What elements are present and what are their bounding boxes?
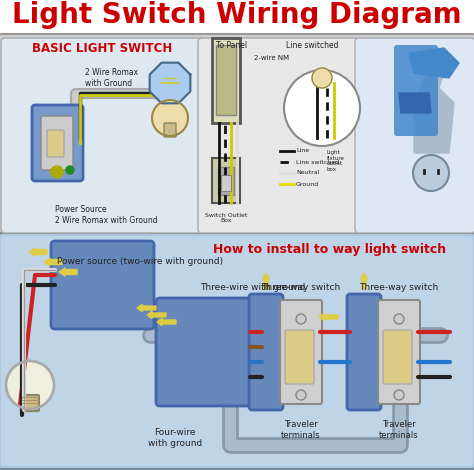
FancyArrow shape: [361, 273, 367, 289]
Text: Light
fixture
outlet
box: Light fixture outlet box: [327, 150, 345, 172]
Polygon shape: [150, 63, 191, 103]
FancyBboxPatch shape: [1, 38, 204, 233]
FancyBboxPatch shape: [164, 123, 176, 137]
Circle shape: [413, 155, 449, 191]
Circle shape: [394, 390, 404, 400]
Text: 2 Wire Romax
with Ground: 2 Wire Romax with Ground: [85, 68, 138, 88]
FancyBboxPatch shape: [285, 330, 314, 384]
Text: Light Switch Wiring Diagram: Light Switch Wiring Diagram: [12, 1, 462, 29]
FancyBboxPatch shape: [21, 395, 39, 411]
FancyBboxPatch shape: [280, 300, 322, 404]
Text: Three-way switch: Three-way switch: [359, 282, 438, 291]
FancyArrow shape: [263, 273, 270, 289]
Text: Switch Outlet
Box: Switch Outlet Box: [205, 212, 247, 223]
Bar: [221, 175, 231, 191]
FancyBboxPatch shape: [51, 241, 154, 329]
Text: To Panel: To Panel: [217, 41, 247, 50]
FancyBboxPatch shape: [41, 116, 73, 170]
Bar: [212, 158, 240, 203]
Bar: [216, 45, 236, 115]
Circle shape: [296, 390, 306, 400]
FancyArrow shape: [157, 319, 176, 326]
Circle shape: [6, 361, 54, 409]
Bar: [212, 38, 240, 123]
Text: BASIC LIGHT SWITCH: BASIC LIGHT SWITCH: [32, 41, 173, 55]
FancyArrow shape: [44, 258, 62, 266]
Circle shape: [312, 68, 332, 88]
FancyBboxPatch shape: [47, 130, 64, 157]
Text: Traveler
terminals: Traveler terminals: [281, 420, 321, 440]
Text: Neutral: Neutral: [296, 171, 319, 175]
FancyBboxPatch shape: [0, 34, 474, 237]
Text: Four-wire
with ground: Four-wire with ground: [148, 428, 202, 448]
Circle shape: [296, 314, 306, 324]
Circle shape: [152, 100, 188, 136]
FancyBboxPatch shape: [383, 330, 412, 384]
FancyBboxPatch shape: [355, 38, 474, 233]
Circle shape: [284, 70, 360, 146]
Text: Three-wire with ground: Three-wire with ground: [200, 282, 305, 291]
FancyBboxPatch shape: [198, 38, 361, 233]
Text: Line switched: Line switched: [286, 41, 338, 50]
Text: How to install to way light switch: How to install to way light switch: [213, 243, 447, 256]
Text: Ground: Ground: [296, 181, 319, 187]
FancyBboxPatch shape: [347, 294, 381, 410]
FancyBboxPatch shape: [32, 105, 83, 181]
Bar: [218, 167, 234, 195]
Text: 2-wire NM: 2-wire NM: [255, 55, 290, 61]
FancyBboxPatch shape: [249, 294, 283, 410]
FancyBboxPatch shape: [156, 298, 254, 406]
FancyArrow shape: [29, 248, 47, 256]
Text: Traveler
terminals: Traveler terminals: [379, 420, 419, 440]
Text: Power source (two-wire with ground): Power source (two-wire with ground): [57, 257, 223, 266]
Text: Line: Line: [296, 149, 309, 154]
Circle shape: [66, 166, 74, 174]
FancyBboxPatch shape: [0, 233, 474, 469]
FancyArrow shape: [147, 312, 166, 319]
FancyBboxPatch shape: [378, 300, 420, 404]
FancyArrow shape: [137, 305, 156, 312]
Polygon shape: [414, 68, 454, 153]
FancyBboxPatch shape: [1, 236, 473, 466]
FancyArrow shape: [59, 268, 77, 276]
Circle shape: [394, 314, 404, 324]
FancyBboxPatch shape: [394, 45, 438, 136]
Polygon shape: [409, 48, 459, 78]
Text: Power Source
2 Wire Romax with Ground: Power Source 2 Wire Romax with Ground: [55, 205, 158, 225]
Polygon shape: [399, 93, 431, 113]
FancyArrow shape: [319, 313, 338, 321]
Circle shape: [51, 166, 63, 178]
Text: Three-way switch: Three-way switch: [261, 282, 341, 291]
Text: Line switched: Line switched: [296, 159, 339, 164]
